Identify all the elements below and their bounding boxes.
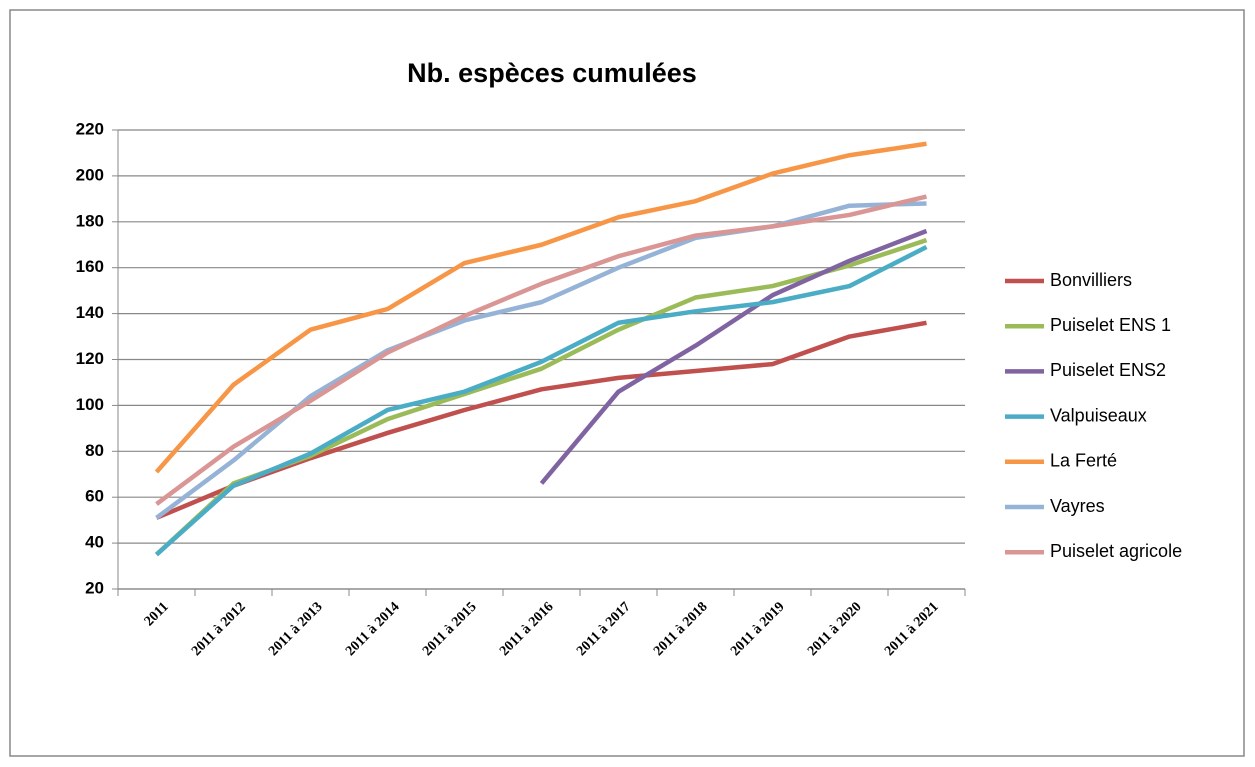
chart-border [9, 9, 1245, 757]
legend-label: La Ferté [1050, 451, 1117, 471]
series-line [539, 228, 928, 485]
y-tick-label: 20 [85, 578, 104, 597]
y-tick-label: 100 [76, 395, 104, 414]
series-line [155, 245, 928, 557]
y-tick-label: 180 [76, 211, 104, 230]
series-line [154, 141, 927, 474]
legend-label: Bonvilliers [1050, 270, 1132, 290]
y-tick-label: 140 [76, 303, 104, 322]
legend-label: Puiselet ENS2 [1050, 360, 1166, 380]
legend-label: Vayres [1050, 496, 1105, 516]
y-tick-label: 200 [76, 165, 104, 184]
y-tick-label: 160 [76, 257, 104, 276]
legend-label: Valpuiseaux [1050, 405, 1147, 425]
y-tick-label: 40 [85, 533, 104, 552]
series-line [155, 194, 928, 506]
legend-label: Puiselet ENS 1 [1050, 315, 1171, 335]
y-tick-label: 120 [76, 349, 104, 368]
legend-label: Puiselet agricole [1050, 541, 1182, 561]
y-tick-label: 220 [76, 119, 104, 138]
y-tick-label: 60 [85, 487, 104, 506]
y-tick-label: 80 [85, 441, 104, 460]
chart-title: Nb. espèces cumulées [407, 58, 697, 88]
